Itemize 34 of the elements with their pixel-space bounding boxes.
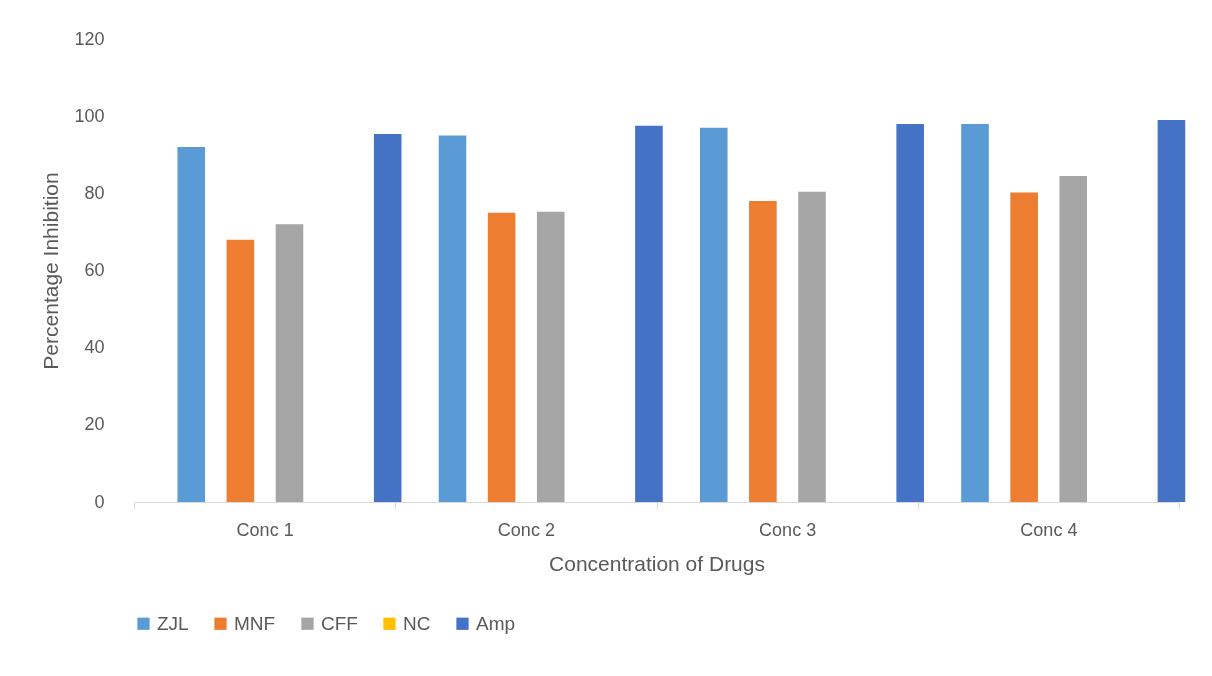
- bar: [1010, 192, 1038, 502]
- y-tick-label: 100: [74, 105, 105, 126]
- bar: [635, 125, 663, 502]
- bar: [373, 133, 402, 502]
- bar: [961, 123, 989, 502]
- x-tick-label: Conc 2: [497, 519, 555, 540]
- bar: [438, 135, 467, 502]
- y-tick-label: 80: [84, 182, 105, 203]
- x-tick-label: Conc 4: [1020, 519, 1078, 540]
- bar: [226, 239, 255, 502]
- bar: [798, 191, 826, 502]
- bar: [699, 127, 728, 502]
- bar: [749, 201, 777, 502]
- legend-label: NC: [403, 612, 431, 634]
- legend-label: CFF: [321, 612, 358, 634]
- bar: [896, 123, 924, 502]
- x-tick-label: Conc 3: [759, 519, 817, 540]
- y-tick-label: 120: [74, 28, 105, 49]
- y-tick-label: 0: [94, 491, 105, 512]
- legend-label: Amp: [476, 612, 516, 634]
- legend-label: ZJL: [157, 612, 189, 634]
- y-tick-label: 60: [84, 260, 105, 280]
- y-tick-label: 40: [84, 337, 105, 358]
- y-tick-label: 20: [84, 414, 105, 435]
- bar: [1157, 120, 1186, 502]
- x-axis-title: Concentration of Drugs: [549, 551, 765, 575]
- legend-label: MNF: [234, 612, 276, 634]
- y-axis-title: Percentage Inhibition: [39, 172, 63, 370]
- bar: [275, 224, 304, 502]
- bar: [177, 147, 206, 502]
- x-tick-label: Conc 1: [236, 519, 294, 540]
- bar: [487, 212, 516, 502]
- bar: [536, 211, 565, 502]
- bar: [1059, 175, 1088, 502]
